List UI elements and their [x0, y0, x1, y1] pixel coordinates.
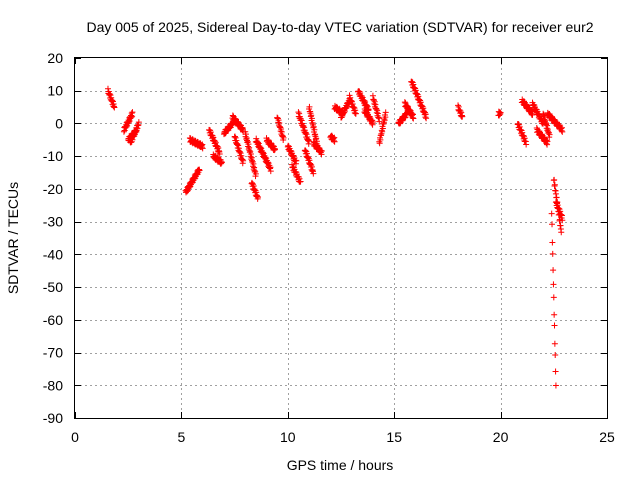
- data-point: [331, 138, 338, 145]
- data-point: [369, 118, 376, 125]
- data-point: [552, 351, 559, 358]
- x-tick-label: 5: [178, 429, 186, 445]
- y-tick-label: -20: [43, 181, 63, 197]
- data-point: [196, 167, 203, 174]
- data-point: [376, 118, 383, 125]
- data-point: [523, 141, 530, 148]
- data-point: [252, 170, 259, 177]
- y-tick-label: -10: [43, 148, 63, 164]
- data-point: [247, 151, 254, 158]
- x-axis-label: GPS time / hours: [287, 457, 394, 473]
- data-point: [382, 109, 389, 116]
- y-tick-label: -60: [43, 312, 63, 328]
- data-point: [376, 140, 383, 147]
- data-point: [135, 119, 142, 126]
- data-point: [371, 98, 378, 105]
- data-point: [559, 128, 566, 135]
- data-point: [381, 117, 388, 124]
- data-point: [218, 159, 225, 166]
- data-point: [278, 125, 285, 132]
- data-point: [552, 368, 559, 375]
- y-tick-label: -80: [43, 377, 63, 393]
- data-point: [551, 311, 558, 318]
- data-point: [310, 170, 317, 177]
- data-point: [549, 221, 556, 228]
- y-tick-label: 10: [47, 83, 63, 99]
- y-tick-label: -50: [43, 279, 63, 295]
- data-point: [551, 340, 558, 347]
- data-point: [549, 239, 556, 246]
- data-point: [280, 134, 287, 141]
- data-point: [267, 168, 274, 175]
- x-tick-label: 20: [493, 429, 509, 445]
- chart-title: Day 005 of 2025, Sidereal Day-to-day VTE…: [86, 19, 593, 35]
- data-point: [529, 111, 536, 118]
- data-point: [550, 294, 557, 301]
- data-point: [240, 157, 247, 164]
- data-point: [129, 109, 136, 116]
- data-point: [272, 146, 279, 153]
- data-point: [229, 121, 236, 128]
- data-point: [551, 322, 558, 329]
- data-point: [250, 160, 257, 167]
- x-tick-label: 15: [386, 429, 402, 445]
- data-point: [379, 128, 386, 135]
- data-point: [318, 147, 325, 154]
- data-point: [551, 181, 558, 188]
- y-tick-label: -70: [43, 345, 63, 361]
- data-point: [313, 135, 320, 142]
- data-point: [306, 138, 313, 145]
- data-point: [548, 210, 555, 217]
- data-point: [275, 117, 282, 124]
- data-point: [199, 145, 206, 152]
- data-point: [559, 217, 566, 224]
- x-tick-label: 25: [599, 429, 615, 445]
- data-point: [552, 382, 559, 389]
- tick-layer: 0 5 10 15 20 25 20 10 0 -10 -20 -30 -40 -50 -60 -70 -80 -…: [43, 50, 615, 445]
- data-point: [310, 123, 317, 130]
- data-point: [546, 131, 553, 138]
- y-tick-label: -40: [43, 246, 63, 262]
- y-tick-label: 0: [55, 115, 63, 131]
- data-point: [111, 104, 118, 111]
- grid-layer: [75, 58, 607, 418]
- data-point: [352, 110, 359, 117]
- y-axis-label: SDTVAR / TECUs: [5, 182, 21, 294]
- y-tick-label: 20: [47, 50, 63, 66]
- points-layer: [104, 78, 566, 389]
- data-point: [551, 176, 558, 183]
- data-point: [497, 109, 504, 116]
- data-point: [459, 113, 466, 120]
- data-point: [549, 250, 556, 257]
- plot-frame: [74, 57, 608, 419]
- data-point: [216, 151, 223, 158]
- data-point: [550, 267, 557, 274]
- data-point: [410, 115, 417, 122]
- y-tick-label: -30: [43, 214, 63, 230]
- data-point: [293, 157, 300, 164]
- x-tick-label: 0: [71, 429, 79, 445]
- data-point: [255, 194, 262, 201]
- data-point: [544, 138, 551, 145]
- y-tick-label: -90: [43, 410, 63, 426]
- data-point: [423, 115, 430, 122]
- data-point: [308, 112, 315, 119]
- data-point: [297, 178, 304, 185]
- data-point: [550, 281, 557, 288]
- data-point: [558, 229, 565, 236]
- data-point: [374, 107, 381, 114]
- data-point: [245, 141, 252, 148]
- x-tick-label: 10: [280, 429, 296, 445]
